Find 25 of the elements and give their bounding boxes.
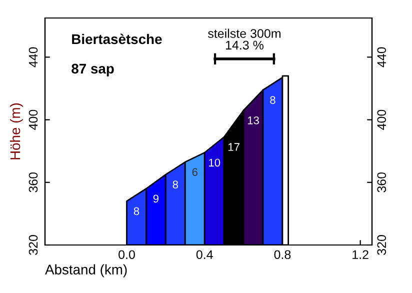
y-axis-title: Höhe (m): [10, 103, 23, 160]
series-label: 13: [248, 116, 259, 124]
x-axis-title: Abstand (km): [45, 264, 127, 278]
y2-tick-label: 360: [377, 172, 386, 192]
annotation: steilste 300m 14.3 %: [208, 28, 280, 50]
y-tick-label: 440: [28, 47, 38, 68]
series-label: 9: [153, 194, 159, 203]
series-label: 10: [209, 158, 220, 167]
y-tick-label: 400: [28, 110, 38, 130]
series-label: 8: [270, 96, 276, 104]
y2-tick-label: 440: [377, 47, 386, 68]
x-tick-label: 0.8: [274, 250, 291, 260]
y2-tick-label: 400: [377, 110, 386, 130]
text: 87 sap: [72, 64, 114, 76]
series-label: 8: [172, 180, 178, 188]
y2-tick-label: 320: [377, 235, 386, 255]
x-tick-label: 0.0: [118, 250, 135, 260]
series-label: 17: [228, 143, 240, 151]
series-label: 6: [192, 168, 198, 176]
series-label: 8: [134, 207, 140, 216]
text: Biertasètsche: [72, 34, 162, 44]
y-tick-label: 360: [28, 172, 38, 192]
x-tick-label: 1.2: [352, 250, 368, 259]
x-tick-label: 0.4: [196, 250, 213, 260]
y-tick-label: 320: [28, 235, 38, 255]
